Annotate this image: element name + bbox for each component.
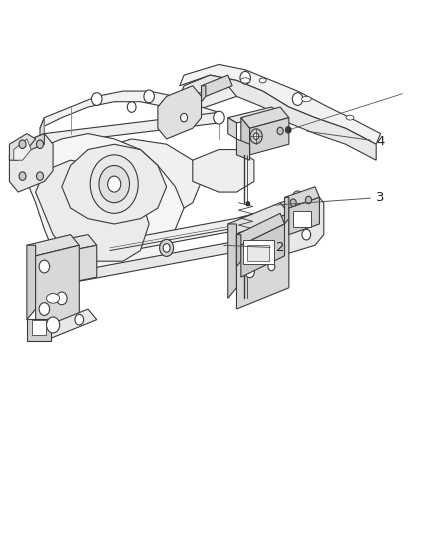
Circle shape xyxy=(290,199,296,206)
Circle shape xyxy=(292,93,303,106)
Circle shape xyxy=(159,239,173,256)
FancyBboxPatch shape xyxy=(243,240,274,264)
Circle shape xyxy=(305,196,311,204)
Polygon shape xyxy=(180,75,376,160)
Polygon shape xyxy=(228,203,289,235)
Polygon shape xyxy=(237,213,289,309)
Circle shape xyxy=(292,191,303,204)
Polygon shape xyxy=(193,150,254,192)
FancyBboxPatch shape xyxy=(32,320,46,335)
Polygon shape xyxy=(18,134,44,155)
Circle shape xyxy=(248,228,260,241)
Polygon shape xyxy=(18,144,97,181)
Polygon shape xyxy=(44,224,228,261)
Ellipse shape xyxy=(346,115,354,120)
Polygon shape xyxy=(166,86,237,118)
Polygon shape xyxy=(237,139,250,160)
Circle shape xyxy=(250,129,262,144)
Circle shape xyxy=(108,176,121,192)
Circle shape xyxy=(287,127,291,133)
Polygon shape xyxy=(237,213,285,245)
Polygon shape xyxy=(18,144,175,272)
Polygon shape xyxy=(35,245,44,277)
Polygon shape xyxy=(44,235,272,288)
Circle shape xyxy=(39,303,49,316)
Polygon shape xyxy=(62,144,166,224)
Polygon shape xyxy=(35,134,184,245)
FancyBboxPatch shape xyxy=(247,245,269,261)
Polygon shape xyxy=(272,192,324,256)
Text: 4: 4 xyxy=(307,131,385,148)
Text: 2: 2 xyxy=(224,241,284,254)
Polygon shape xyxy=(241,224,285,277)
Polygon shape xyxy=(289,197,319,235)
Circle shape xyxy=(39,260,49,273)
Circle shape xyxy=(36,172,43,180)
Polygon shape xyxy=(35,235,97,256)
Polygon shape xyxy=(201,86,206,102)
FancyBboxPatch shape xyxy=(27,319,51,341)
Ellipse shape xyxy=(259,78,266,83)
Polygon shape xyxy=(35,256,44,288)
Text: 3: 3 xyxy=(274,191,385,205)
Polygon shape xyxy=(228,118,237,139)
Circle shape xyxy=(75,314,84,325)
Polygon shape xyxy=(241,107,289,128)
Circle shape xyxy=(254,133,259,140)
Circle shape xyxy=(214,111,224,124)
Polygon shape xyxy=(228,224,237,298)
Polygon shape xyxy=(201,75,232,96)
Polygon shape xyxy=(241,118,250,155)
Polygon shape xyxy=(27,235,79,256)
Polygon shape xyxy=(237,235,241,266)
Circle shape xyxy=(99,165,130,203)
Polygon shape xyxy=(35,160,149,261)
Ellipse shape xyxy=(301,96,311,102)
Polygon shape xyxy=(35,309,97,341)
Circle shape xyxy=(90,155,138,213)
Circle shape xyxy=(268,224,276,234)
Polygon shape xyxy=(40,91,219,128)
Circle shape xyxy=(163,244,170,252)
Circle shape xyxy=(268,262,275,271)
Polygon shape xyxy=(285,197,289,224)
Polygon shape xyxy=(10,134,53,192)
Circle shape xyxy=(127,102,136,112)
Circle shape xyxy=(277,127,283,135)
Polygon shape xyxy=(250,118,289,155)
Polygon shape xyxy=(62,139,201,224)
Polygon shape xyxy=(285,187,319,208)
Circle shape xyxy=(144,90,154,103)
Polygon shape xyxy=(14,139,31,160)
Circle shape xyxy=(245,266,254,278)
Circle shape xyxy=(36,140,43,149)
Circle shape xyxy=(302,229,311,240)
Polygon shape xyxy=(44,112,219,144)
Circle shape xyxy=(180,114,187,122)
Ellipse shape xyxy=(180,96,187,101)
Polygon shape xyxy=(10,134,35,160)
Circle shape xyxy=(286,127,290,133)
Circle shape xyxy=(46,317,60,333)
Ellipse shape xyxy=(240,78,250,83)
Polygon shape xyxy=(228,107,280,123)
Circle shape xyxy=(246,201,250,206)
Circle shape xyxy=(240,71,251,84)
Polygon shape xyxy=(40,118,44,150)
Circle shape xyxy=(57,292,67,305)
Polygon shape xyxy=(35,213,272,266)
Polygon shape xyxy=(35,245,79,330)
Circle shape xyxy=(92,93,102,106)
Circle shape xyxy=(277,220,284,228)
Ellipse shape xyxy=(46,294,60,303)
FancyBboxPatch shape xyxy=(293,211,311,227)
Circle shape xyxy=(19,140,26,149)
Polygon shape xyxy=(44,245,97,288)
Polygon shape xyxy=(180,64,381,144)
Polygon shape xyxy=(27,245,35,320)
Polygon shape xyxy=(158,86,201,139)
Circle shape xyxy=(19,172,26,180)
